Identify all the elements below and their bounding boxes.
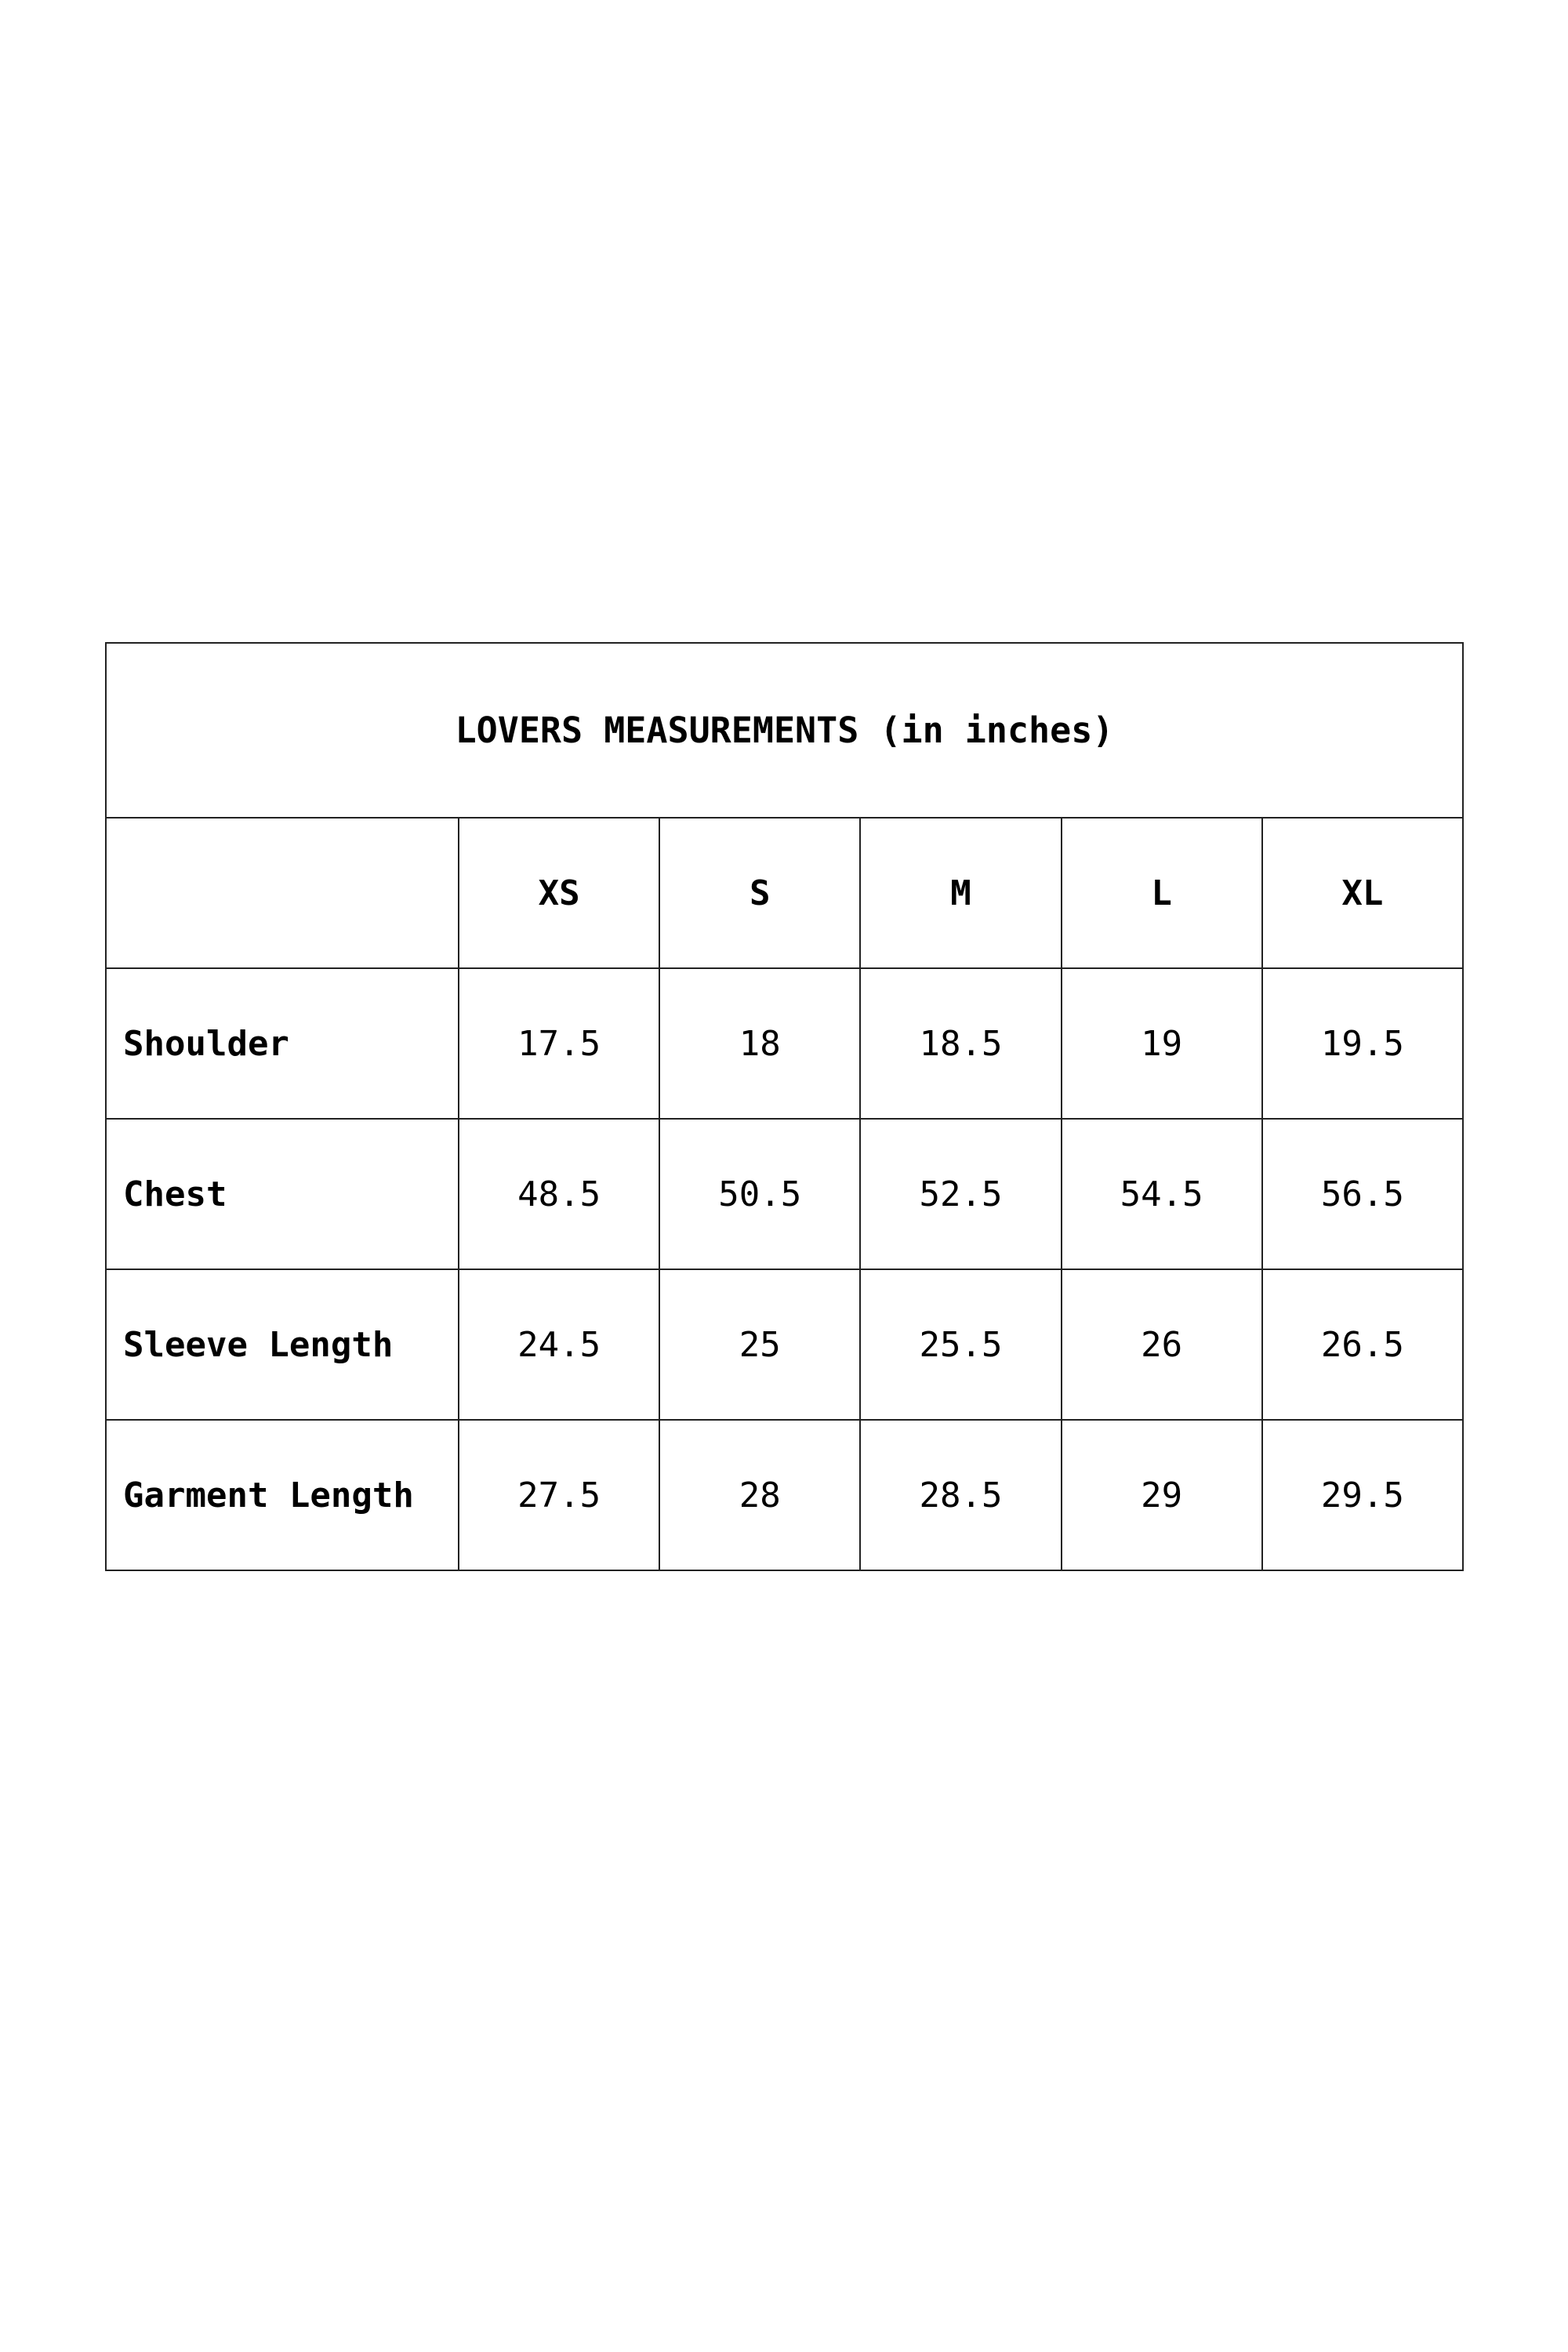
row-label: Garment Length: [105, 1419, 459, 1571]
table-row: Shoulder 17.5 18 18.5 19 19.5: [105, 967, 1465, 1120]
row-label: Chest: [105, 1118, 459, 1270]
cell: 48.5: [457, 1118, 661, 1270]
cell: 28: [659, 1419, 862, 1571]
size-header: XL: [1261, 817, 1465, 969]
cell: 19.5: [1261, 967, 1465, 1120]
row-label: Shoulder: [105, 967, 459, 1120]
cell: 19: [1060, 967, 1263, 1120]
table-row: Garment Length 27.5 28 28.5 29 29.5: [105, 1419, 1465, 1571]
size-chart-table: LOVERS MEASUREMENTS (in inches) XS S M L…: [105, 642, 1465, 1571]
size-header: M: [859, 817, 1062, 969]
cell: 29.5: [1261, 1419, 1465, 1571]
cell: 54.5: [1060, 1118, 1263, 1270]
table-title: LOVERS MEASUREMENTS (in inches): [105, 642, 1464, 818]
cell: 29: [1060, 1419, 1263, 1571]
cell: 50.5: [659, 1118, 862, 1270]
cell: 56.5: [1261, 1118, 1465, 1270]
cell: 52.5: [859, 1118, 1062, 1270]
table-row: Chest 48.5 50.5 52.5 54.5 56.5: [105, 1118, 1465, 1270]
size-header: S: [659, 817, 862, 969]
cell: 25.5: [859, 1269, 1062, 1421]
cell: 27.5: [457, 1419, 661, 1571]
cell: 25: [659, 1269, 862, 1421]
cell: 26: [1060, 1269, 1263, 1421]
cell: 24.5: [457, 1269, 661, 1421]
empty-header-cell: [105, 817, 459, 969]
table-row: Sleeve Length 24.5 25 25.5 26 26.5: [105, 1269, 1465, 1421]
cell: 28.5: [859, 1419, 1062, 1571]
size-header: L: [1060, 817, 1263, 969]
cell: 26.5: [1261, 1269, 1465, 1421]
size-header: XS: [457, 817, 661, 969]
cell: 17.5: [457, 967, 661, 1120]
size-header-row: XS S M L XL: [105, 817, 1465, 969]
row-label: Sleeve Length: [105, 1269, 459, 1421]
cell: 18: [659, 967, 862, 1120]
cell: 18.5: [859, 967, 1062, 1120]
